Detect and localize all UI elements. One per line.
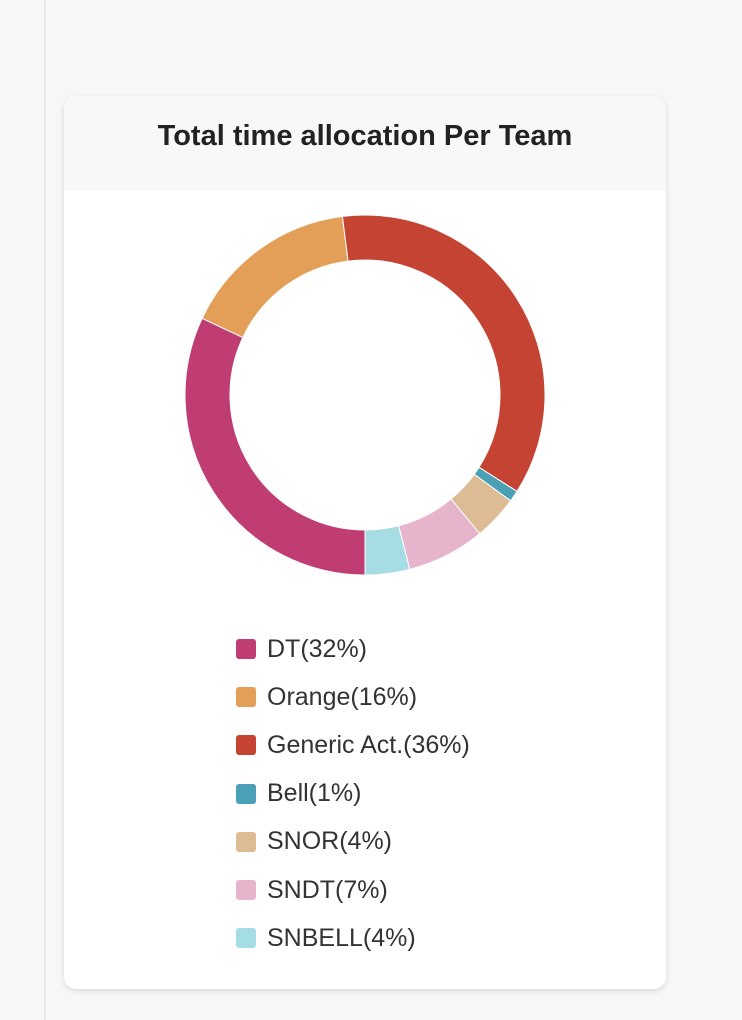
legend-label: Generic Act.(36%) [267,730,470,759]
legend-swatch [236,880,256,901]
legend-item-snor[interactable]: SNOR(4%) [236,818,470,866]
card-header: Total time allocation Per Team [64,96,666,190]
legend-item-orange[interactable]: Orange(16%) [236,673,470,721]
donut-slice-snbell[interactable] [364,525,411,576]
legend-swatch [236,928,256,949]
left-sidebar-edge [0,0,46,1020]
chart-legend: DT(32%) Orange(16%) Generic Act.(36%) Bell(… [236,625,470,962]
legend-label: SNOR(4%) [267,827,393,856]
donut-slice-orange[interactable] [201,215,349,339]
chart-title: Total time allocation Per Team [157,119,573,152]
legend-swatch [236,783,256,804]
legend-swatch [236,735,256,756]
legend-item-snbell[interactable]: SNBELL(4%) [236,914,470,962]
legend-label: SNDT(7%) [267,875,388,904]
legend-item-bell[interactable]: Bell(1%) [236,770,470,818]
legend-swatch [236,687,256,708]
legend-item-generic-act[interactable]: Generic Act.(36%) [236,721,470,769]
chart-card: Total time allocation Per Team DT(32%) Or… [64,96,666,989]
legend-swatch [236,639,256,660]
legend-swatch [236,831,256,852]
legend-label: Bell(1%) [267,779,362,808]
donut-chart [184,214,546,576]
legend-item-sndt[interactable]: SNDT(7%) [236,866,470,914]
legend-label: DT(32%) [267,634,368,663]
legend-label: Orange(16%) [267,682,418,711]
legend-item-dt[interactable]: DT(32%) [236,625,470,673]
donut-slice-generic-act[interactable] [341,214,546,493]
donut-slice-dt[interactable] [184,317,366,576]
legend-label: SNBELL(4%) [267,923,416,952]
